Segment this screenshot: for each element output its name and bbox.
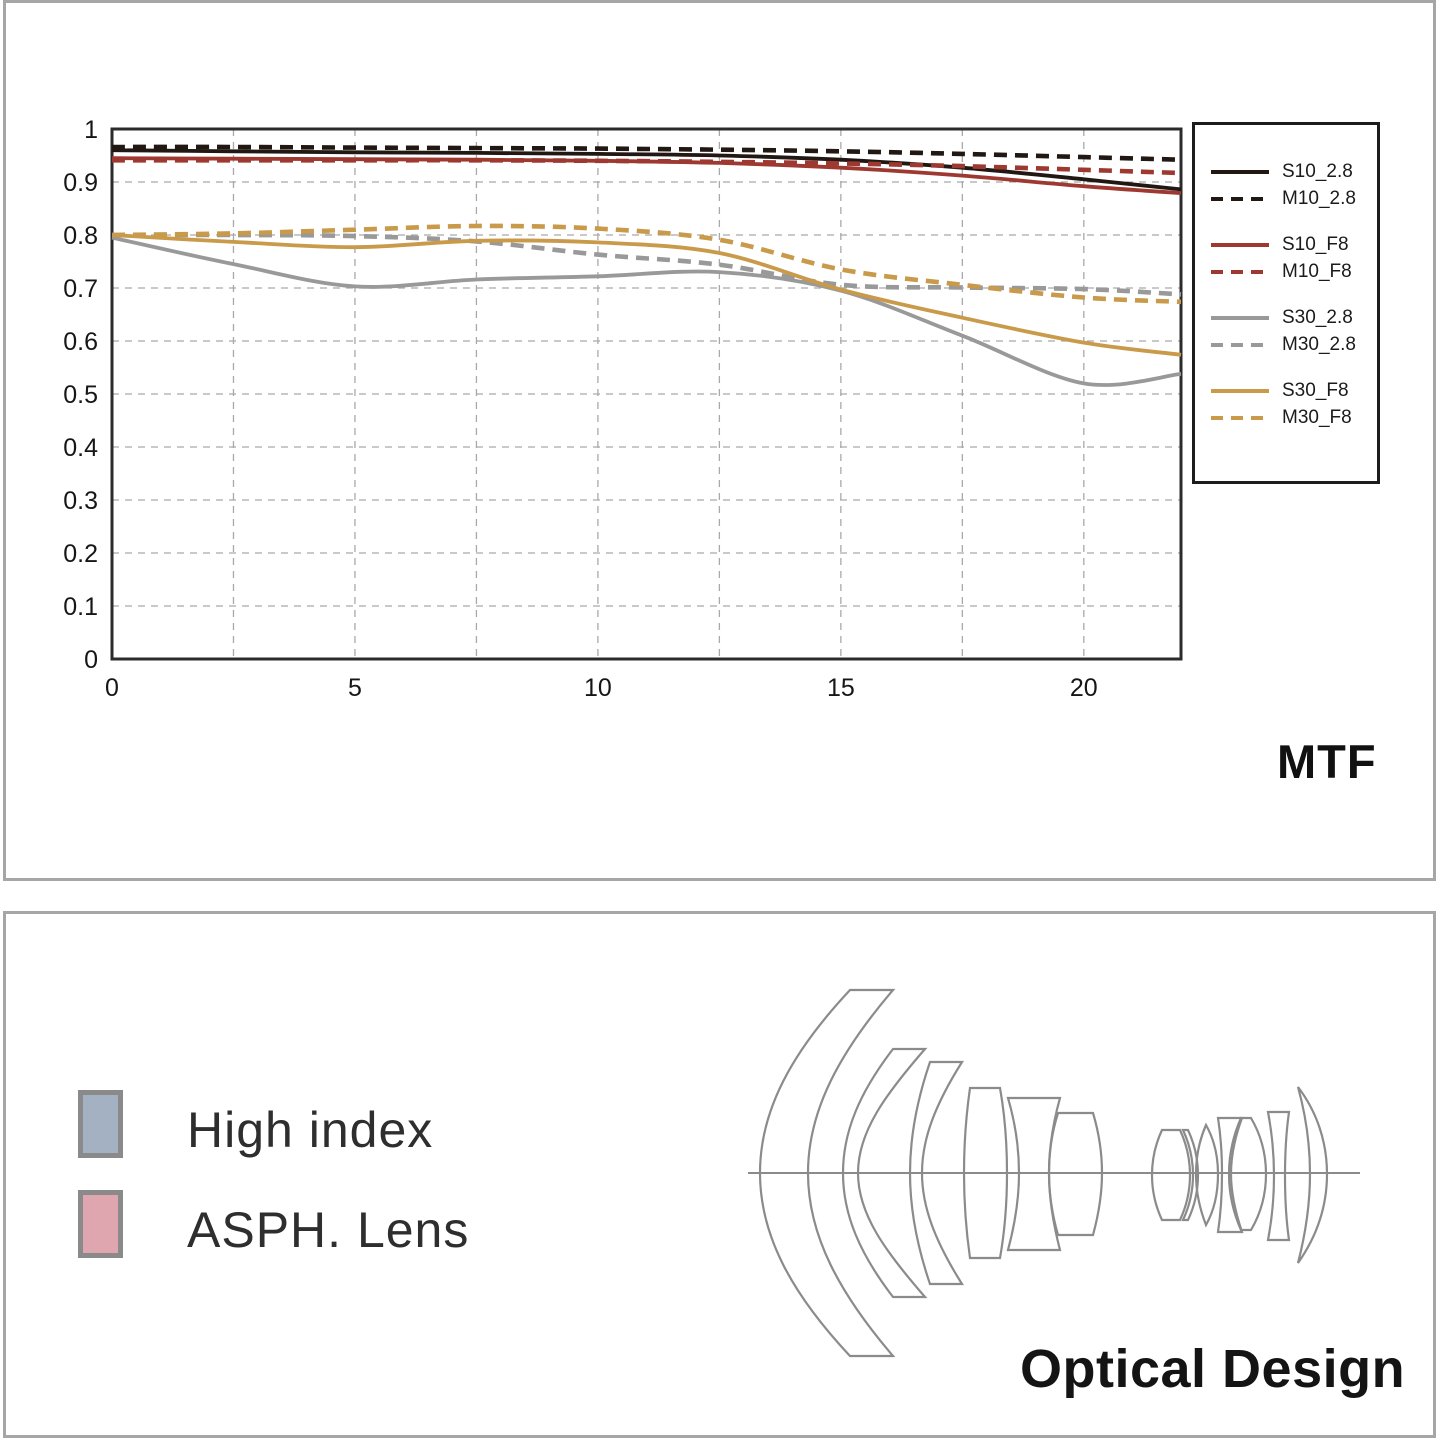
mtf-title: MTF (1277, 735, 1377, 788)
legend-item-M10_2.8: M10_2.8 (1211, 185, 1377, 212)
legend-group: S30_2.8 M30_2.8 (1211, 304, 1377, 358)
svg-text:0.1: 0.1 (63, 593, 98, 621)
lens-element-9-high-index (1194, 1122, 1220, 1228)
asph-lens-swatch (78, 1190, 123, 1258)
lens-element-6 (1047, 1111, 1104, 1237)
optical-design-title: Optical Design (1020, 1339, 1406, 1399)
mtf-panel: 0 0.1 0.2 0.3 0.4 0.5 0.6 0.7 0.8 0.9 1 0 5 10 15 20 S1… (3, 0, 1436, 881)
legend-item-S10_F8: S10_F8 (1211, 231, 1377, 258)
legend-item-M30_F8: M30_F8 (1211, 404, 1377, 431)
lens-element-2-asph (841, 1047, 928, 1299)
legend-label: S30_2.8 (1282, 306, 1353, 328)
svg-text:0.5: 0.5 (63, 381, 98, 409)
svg-text:10: 10 (584, 674, 612, 702)
legend-item-S30_2.8: S30_2.8 (1211, 304, 1377, 331)
legend-item-M10_F8: M10_F8 (1211, 258, 1377, 285)
svg-text:1: 1 (84, 116, 98, 144)
curve-S30_F8 (111, 233, 1182, 357)
svg-text:0.4: 0.4 (63, 434, 98, 462)
svg-text:0.3: 0.3 (63, 487, 98, 515)
svg-text:0: 0 (105, 674, 119, 702)
svg-text:0.2: 0.2 (63, 540, 98, 568)
curve-M30_2.8 (111, 232, 1182, 297)
lens-element-13 (1296, 1086, 1329, 1264)
mtf-legend: S10_2.8 M10_2.8 S10_F8 M10_F8 S30_2.8 M30_2.8… (1192, 122, 1380, 484)
curve-S10_2.8 (111, 148, 1182, 192)
legend-group: S30_F8 M30_F8 (1211, 377, 1377, 431)
legend-label: M10_2.8 (1282, 187, 1356, 209)
legend-dashed-line-sample (1211, 342, 1269, 347)
legend-item-S30_F8: S30_F8 (1211, 377, 1377, 404)
curve-M30_F8 (111, 223, 1182, 305)
legend-solid-line-sample (1211, 242, 1269, 247)
legend-group: S10_F8 M10_F8 (1211, 231, 1377, 285)
legend-label: S10_2.8 (1282, 160, 1353, 182)
legend-group: S10_2.8 M10_2.8 (1211, 158, 1377, 212)
legend-solid-line-sample (1211, 315, 1269, 320)
mtf-chart: 00.10.20.30.40.50.60.70.80.910 5 10 15 20 (63, 116, 1183, 702)
lens-element-10 (1216, 1116, 1244, 1234)
legend-solid-line-sample (1211, 388, 1269, 393)
legend-item-S10_2.8: S10_2.8 (1211, 158, 1377, 185)
svg-text:0.6: 0.6 (63, 328, 98, 356)
svg-text:0: 0 (84, 646, 98, 674)
lens-diagram (748, 988, 1360, 1358)
svg-text:5: 5 (348, 674, 362, 702)
lens-element-3 (908, 1060, 964, 1286)
legend-item-M30_2.8: M30_2.8 (1211, 331, 1377, 358)
optical-design-panel: High index ASPH. Lens Optical Design (3, 911, 1436, 1438)
legend-label: S30_F8 (1282, 379, 1349, 401)
high-index-label: High index (187, 1102, 434, 1158)
curve-M10_F8 (111, 157, 1182, 176)
legend-label: M30_2.8 (1282, 333, 1356, 355)
asph-lens-label: ASPH. Lens (187, 1202, 470, 1258)
legend-dashed-line-sample (1211, 196, 1269, 201)
legend-label: S10_F8 (1282, 233, 1349, 255)
curve-M10_2.8 (111, 144, 1182, 162)
curve-S30_2.8 (111, 235, 1182, 387)
legend-dashed-line-sample (1211, 269, 1269, 274)
svg-text:0.8: 0.8 (63, 222, 98, 250)
svg-text:0.9: 0.9 (63, 169, 98, 197)
legend-label: M10_F8 (1282, 260, 1352, 282)
lens-element-7 (1150, 1128, 1192, 1222)
svg-text:15: 15 (827, 674, 855, 702)
lens-element-4 (962, 1086, 1009, 1260)
legend-label: M30_F8 (1282, 406, 1352, 428)
svg-text:0.7: 0.7 (63, 275, 98, 303)
legend-solid-line-sample (1211, 169, 1269, 174)
svg-text:20: 20 (1070, 674, 1098, 702)
lens-element-11-high-index (1227, 1116, 1268, 1232)
lens-element-12-asph (1266, 1110, 1291, 1242)
lens-element-1 (758, 988, 896, 1358)
legend-dashed-line-sample (1211, 415, 1269, 420)
high-index-swatch (78, 1090, 123, 1158)
